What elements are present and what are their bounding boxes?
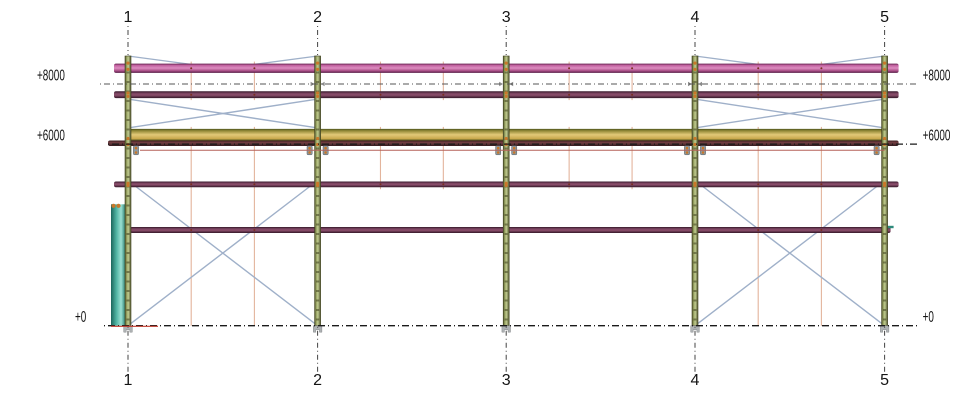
svg-text:+0: +0 <box>75 308 86 326</box>
svg-text:+6000: +6000 <box>923 126 951 144</box>
svg-text:+0: +0 <box>923 308 934 326</box>
svg-text:1: 1 <box>124 372 133 389</box>
svg-text:2: 2 <box>313 372 322 389</box>
svg-text:4: 4 <box>691 372 700 389</box>
svg-text:5: 5 <box>880 372 889 389</box>
svg-text:5: 5 <box>880 9 889 26</box>
svg-text:3: 3 <box>502 9 511 26</box>
svg-text:+8000: +8000 <box>923 66 951 84</box>
svg-text:+8000: +8000 <box>37 66 65 84</box>
svg-text:3: 3 <box>502 372 511 389</box>
svg-text:2: 2 <box>313 9 322 26</box>
svg-text:1: 1 <box>124 9 133 26</box>
svg-text:+6000: +6000 <box>37 126 65 144</box>
svg-text:4: 4 <box>691 9 700 26</box>
